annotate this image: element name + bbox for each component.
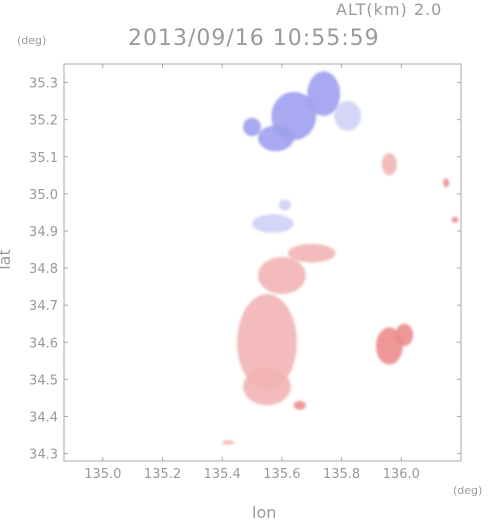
echo-region-toward-light <box>252 214 294 233</box>
echo-region-away <box>237 294 297 391</box>
echo-region-away-strong <box>443 178 450 188</box>
y-tick-label: 34.3 <box>29 448 58 463</box>
y-axis: 34.3 34.4 34.5 34.6 34.7 34.8 34.9 35.0 35.1 35.2… <box>29 77 461 463</box>
y-unit-label: (deg) <box>17 34 47 47</box>
plot-frame <box>63 63 462 462</box>
y-tick-label: 35.3 <box>29 77 58 92</box>
echo-region-away <box>381 153 397 176</box>
chart-title: 2013/09/16 10:55:59 <box>128 26 380 51</box>
echo-region-away <box>243 368 291 406</box>
x-axis: 135.0 135.2 135.4 135.6 135.8 136.0 <box>84 64 420 482</box>
echo-region-away-strong <box>395 323 414 346</box>
y-tick-label: 35.1 <box>29 151 58 166</box>
y-tick-label: 34.4 <box>29 410 58 425</box>
echo-region-away <box>287 243 336 263</box>
echo-region-away-strong <box>451 216 459 223</box>
echo-regions <box>222 71 459 445</box>
y-tick-label: 34.7 <box>29 299 58 314</box>
y-tick-label: 35.2 <box>29 114 58 129</box>
x-tick-label: 135.2 <box>144 467 181 482</box>
y-tick-label: 35.0 <box>29 188 58 203</box>
echo-region-toward-light <box>334 101 362 131</box>
altitude-label: ALT(km) 2.0 <box>336 0 443 19</box>
y-tick-label: 34.6 <box>29 336 58 351</box>
echo-region-away <box>222 440 235 445</box>
y-tick-label: 34.5 <box>29 373 58 388</box>
x-tick-label: 135.8 <box>323 467 360 482</box>
x-axis-label: lon <box>252 503 277 522</box>
x-unit-label: (deg) <box>453 484 483 497</box>
echo-region-away-strong <box>293 400 306 410</box>
echo-region-toward <box>258 125 294 152</box>
x-tick-label: 136.0 <box>383 467 420 482</box>
echo-region-away <box>258 256 306 295</box>
x-tick-label: 135.0 <box>84 467 121 482</box>
echo-region-toward <box>243 117 262 137</box>
x-tick-label: 135.6 <box>263 467 300 482</box>
echo-region-toward <box>307 71 341 116</box>
x-tick-label: 135.4 <box>204 467 241 482</box>
echo-region-toward-light <box>278 199 291 211</box>
y-tick-label: 34.8 <box>29 262 58 277</box>
y-tick-label: 34.9 <box>29 225 58 240</box>
